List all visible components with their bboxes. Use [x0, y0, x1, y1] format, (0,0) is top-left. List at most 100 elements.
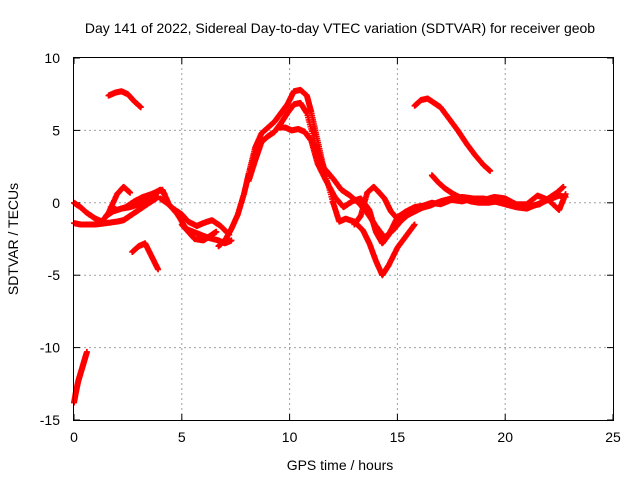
data-point	[331, 176, 335, 180]
grid-lines	[74, 58, 613, 420]
data-point	[130, 250, 134, 254]
data-point	[404, 210, 408, 213]
data-point	[546, 197, 550, 200]
data-point	[322, 166, 326, 170]
data-points	[71, 86, 569, 406]
data-point	[359, 197, 363, 200]
data-point	[214, 230, 218, 234]
data-point	[74, 389, 78, 393]
data-point	[180, 223, 184, 226]
data-point	[488, 169, 492, 173]
data-point	[348, 194, 352, 197]
data-point	[253, 146, 257, 150]
data-point	[266, 126, 270, 129]
series-arc-12	[105, 88, 144, 111]
data-point	[217, 239, 220, 242]
data-point	[94, 217, 97, 221]
data-point	[529, 204, 533, 208]
data-point	[104, 221, 108, 225]
data-point	[156, 268, 160, 271]
data-point	[128, 214, 132, 218]
data-point	[79, 205, 82, 209]
data-point	[361, 228, 365, 232]
series-markers	[105, 88, 144, 111]
x-tick-label: 5	[178, 429, 186, 445]
data-point	[452, 192, 455, 196]
data-point	[229, 227, 233, 231]
data-point	[128, 191, 132, 195]
data-point	[337, 220, 341, 224]
data-point	[521, 205, 524, 209]
data-point	[464, 142, 468, 145]
data-point	[562, 185, 565, 189]
data-point	[413, 223, 417, 226]
data-point	[331, 199, 335, 203]
data-point	[195, 231, 199, 235]
data-point	[503, 202, 507, 206]
data-point	[290, 129, 294, 132]
data-point	[122, 218, 125, 222]
data-point	[219, 224, 223, 228]
data-point	[430, 202, 434, 206]
data-point	[292, 102, 296, 106]
data-point	[122, 185, 125, 189]
data-point	[154, 191, 158, 195]
data-point	[493, 195, 496, 199]
y-tick-label: 10	[44, 50, 60, 66]
data-point	[247, 179, 251, 183]
data-point	[150, 194, 154, 197]
data-point	[85, 211, 89, 215]
data-point	[383, 197, 386, 200]
data-point	[195, 224, 199, 228]
data-point	[137, 244, 141, 248]
data-point	[193, 237, 197, 241]
data-point	[421, 205, 425, 209]
data-point	[477, 201, 481, 205]
data-point	[564, 192, 567, 196]
data-point	[404, 214, 408, 218]
data-point	[367, 241, 371, 245]
series-markers	[129, 240, 162, 273]
axis-ticks: 0 5 10 15 20 25 -15 -10 -5 0 5 10	[40, 50, 621, 445]
data-point	[426, 97, 429, 100]
data-point	[413, 104, 417, 108]
data-point	[143, 241, 147, 245]
data-point	[380, 273, 384, 277]
data-point	[316, 162, 320, 166]
data-point	[76, 379, 80, 383]
data-point	[419, 98, 423, 102]
x-tick-label: 20	[497, 429, 513, 445]
y-tick-label: 0	[52, 195, 60, 211]
data-point	[201, 221, 205, 225]
data-point	[413, 205, 417, 209]
data-point	[298, 101, 302, 105]
x-axis-label: GPS time / hours	[287, 457, 394, 473]
data-point	[109, 205, 113, 209]
series-arc-1	[71, 348, 90, 406]
data-point	[137, 202, 141, 206]
data-point	[143, 199, 147, 203]
data-point	[260, 140, 263, 144]
data-point	[286, 102, 289, 106]
data-point	[456, 129, 460, 132]
data-point	[279, 121, 283, 125]
plot-frame	[73, 57, 614, 421]
data-point	[495, 199, 498, 203]
data-point	[286, 111, 289, 115]
series-arc-11	[351, 183, 435, 228]
data-point	[148, 201, 151, 205]
data-point	[359, 214, 363, 218]
data-point	[305, 94, 309, 98]
data-point	[374, 230, 378, 234]
y-axis-label: SDTVAR / TECUs	[5, 183, 21, 295]
series-arc-5	[103, 186, 168, 219]
series-markers	[215, 86, 418, 279]
data-point	[439, 202, 442, 206]
data-point	[292, 89, 296, 93]
data-point	[449, 198, 453, 202]
data-point	[536, 194, 539, 197]
data-point	[396, 217, 399, 221]
data-point	[482, 163, 486, 167]
data-point	[298, 88, 302, 92]
